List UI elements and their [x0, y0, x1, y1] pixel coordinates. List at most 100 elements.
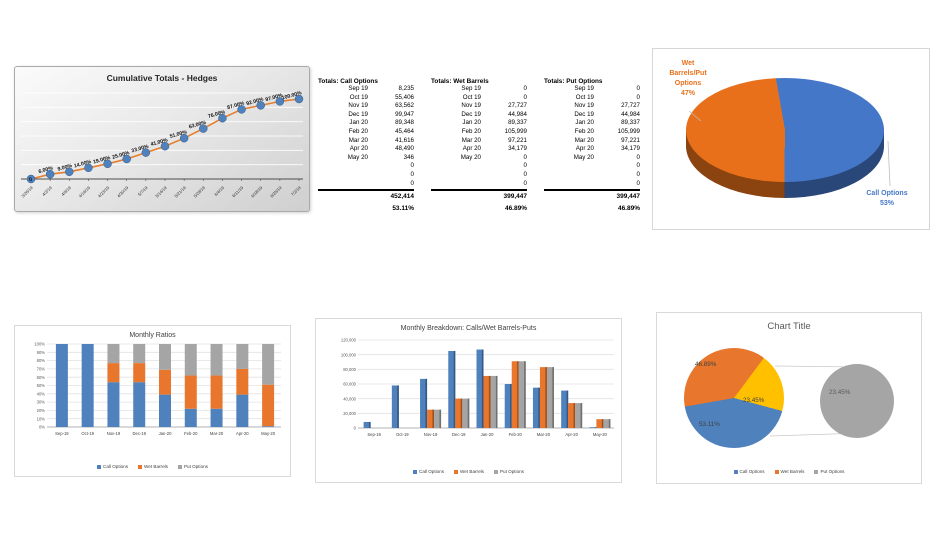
table-row[interactable]: Oct 19 0 [431, 94, 527, 103]
cell-value[interactable]: 89,337 [621, 119, 640, 127]
cell-value[interactable]: 41,616 [395, 136, 414, 144]
hedge-split-pie-chart[interactable]: Wet Barrels/Put Options 47% Call Options 53% [652, 48, 930, 230]
cumulative-line-chart[interactable]: Cumulative Totals - Hedges 0 3/26/19 6.00%… [14, 66, 310, 212]
cell-value[interactable]: 89,348 [395, 119, 414, 127]
cell-month[interactable]: May 20 [573, 153, 594, 161]
cell-value[interactable]: 346 [403, 153, 414, 161]
table-total[interactable]: 399,447 [616, 193, 641, 201]
cell-month[interactable] [318, 180, 376, 189]
cell-month[interactable]: Dec 19 [461, 110, 481, 118]
cell-value[interactable]: 8,235 [398, 85, 414, 92]
cell-month[interactable] [544, 171, 602, 180]
cell-value[interactable]: 34,179 [621, 145, 640, 153]
cell-month[interactable]: Sep 19 [574, 85, 594, 92]
table-row[interactable]: Jan 20 89,348 [318, 119, 414, 128]
cell-month[interactable]: Nov 19 [461, 102, 481, 110]
cell-value[interactable]: 0 [636, 170, 640, 178]
cell-month[interactable]: Nov 19 [348, 102, 368, 110]
cell-month[interactable]: May 20 [460, 153, 481, 161]
cell-month[interactable]: Mar 20 [348, 136, 368, 144]
cell-value[interactable]: 0 [636, 179, 640, 187]
table-row[interactable]: May 20 0 [544, 154, 640, 163]
table-row[interactable]: Mar 20 41,616 [318, 137, 414, 146]
table-percent[interactable]: 46.89% [504, 204, 527, 212]
table-row[interactable]: 0 [318, 171, 414, 180]
legend-item[interactable]: Put Options [493, 469, 524, 474]
cell-value[interactable]: 99,947 [395, 110, 414, 118]
table-row[interactable]: Nov 19 27,727 [544, 102, 640, 111]
cell-value[interactable]: 27,727 [621, 102, 640, 110]
legend-item[interactable]: Wet Barrels [774, 469, 804, 474]
cell-value[interactable]: 89,337 [508, 119, 527, 127]
table-row[interactable]: May 20 346 [318, 154, 414, 163]
cell-month[interactable] [431, 180, 489, 189]
table-row[interactable]: 0 [431, 180, 527, 189]
table-row[interactable]: Jan 20 89,337 [544, 119, 640, 128]
table-row[interactable]: 0 [318, 162, 414, 171]
table-row[interactable]: Dec 19 44,984 [544, 111, 640, 120]
cell-value[interactable]: 0 [523, 153, 527, 161]
cell-value[interactable]: 97,221 [621, 136, 640, 144]
legend-item[interactable]: Put Options [814, 469, 844, 474]
cell-value[interactable]: 44,984 [621, 110, 640, 118]
cell-value[interactable]: 0 [523, 170, 527, 178]
table-row[interactable]: 0 [544, 180, 640, 189]
cell-value[interactable]: 55,406 [395, 93, 414, 101]
cell-month[interactable]: Apr 20 [575, 145, 594, 153]
cell-month[interactable]: Apr 20 [462, 145, 481, 153]
table-row[interactable]: Nov 19 63,562 [318, 102, 414, 111]
table-row[interactable]: Sep 19 0 [431, 85, 527, 94]
cell-month[interactable]: Dec 19 [348, 110, 368, 118]
table-row[interactable]: Apr 20 48,490 [318, 145, 414, 154]
table-row[interactable]: Sep 19 8,235 [318, 85, 414, 94]
cell-month[interactable] [318, 171, 376, 180]
legend-item[interactable]: Call Options [97, 464, 128, 469]
cell-month[interactable]: Sep 19 [348, 85, 368, 92]
cell-value[interactable]: 97,221 [508, 136, 527, 144]
cell-month[interactable]: Feb 20 [348, 127, 368, 135]
cell-value[interactable]: 0 [636, 85, 640, 92]
cell-month[interactable]: Nov 19 [574, 102, 594, 110]
cell-month[interactable]: Oct 19 [462, 93, 481, 101]
cell-month[interactable]: Jan 20 [462, 119, 481, 127]
table-total[interactable]: 452,414 [390, 193, 415, 201]
cell-month[interactable] [318, 162, 376, 171]
cell-month[interactable]: May 20 [347, 153, 368, 161]
table-row[interactable]: Dec 19 44,984 [431, 111, 527, 120]
cell-value[interactable]: 27,727 [508, 102, 527, 110]
table-row[interactable]: Sep 19 0 [544, 85, 640, 94]
table-row[interactable]: Feb 20 45,464 [318, 128, 414, 137]
table-total[interactable]: 399,447 [503, 193, 528, 201]
table-row[interactable]: Jan 20 89,337 [431, 119, 527, 128]
cell-value[interactable]: 34,179 [508, 145, 527, 153]
cell-value[interactable]: 0 [523, 85, 527, 92]
cell-month[interactable]: Jan 20 [349, 119, 368, 127]
cell-month[interactable] [544, 162, 602, 171]
cell-month[interactable]: Dec 19 [574, 110, 594, 118]
table-row[interactable]: Dec 19 99,947 [318, 111, 414, 120]
cell-value[interactable]: 0 [636, 93, 640, 101]
legend-item[interactable]: Wet Barrels [454, 469, 484, 474]
table-row[interactable]: 0 [318, 180, 414, 189]
cell-value[interactable]: 63,562 [395, 102, 414, 110]
table-row[interactable]: 0 [544, 162, 640, 171]
cell-value[interactable]: 44,984 [508, 110, 527, 118]
legend-item[interactable]: Wet Barrels [138, 464, 168, 469]
cell-month[interactable]: Feb 20 [574, 127, 594, 135]
cell-value[interactable]: 0 [410, 170, 414, 178]
cell-value[interactable]: 0 [523, 93, 527, 101]
table-row[interactable]: Oct 19 55,406 [318, 94, 414, 103]
cell-month[interactable] [431, 162, 489, 171]
table-row[interactable]: Mar 20 97,221 [544, 137, 640, 146]
table-percent[interactable]: 46.89% [617, 204, 640, 212]
cell-month[interactable]: Apr 20 [349, 145, 368, 153]
legend-item[interactable]: Put Options [177, 464, 208, 469]
table-row[interactable]: Nov 19 27,727 [431, 102, 527, 111]
legend-item[interactable]: Call Options [733, 469, 765, 474]
monthly-breakdown-chart[interactable]: Monthly Breakdown: Calls/Wet Barrels-Put… [315, 318, 622, 483]
cell-month[interactable]: Oct 19 [575, 93, 594, 101]
cell-value[interactable]: 0 [523, 179, 527, 187]
cell-month[interactable]: Sep 19 [461, 85, 481, 92]
legend-item[interactable]: Call Options [413, 469, 444, 474]
pie-of-pie-chart[interactable]: Chart Title 46.89% 23.45% 53.11% 23.45% … [656, 312, 922, 484]
